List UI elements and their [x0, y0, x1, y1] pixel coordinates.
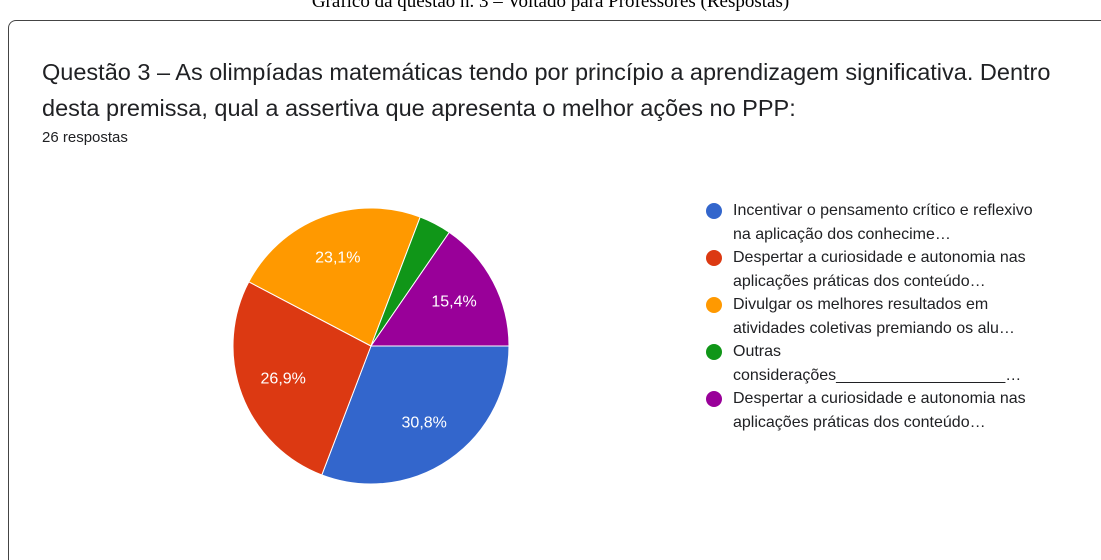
legend-label: Despertar a curiosidade e autonomia nas …	[733, 249, 1026, 290]
legend-label: Divulgar os melhores resultados em ativi…	[733, 296, 1015, 337]
pie-slice	[370, 231, 510, 347]
response-count: 26 respostas	[42, 129, 128, 146]
pie-slice	[321, 345, 510, 485]
legend-item: Despertar a curiosidade e autonomia nas …	[706, 246, 1046, 294]
legend-item: Divulgar os melhores resultados em ativi…	[706, 293, 1046, 341]
legend-label: Incentivar o pensamento crítico e reflex…	[733, 202, 1033, 243]
pie-slice	[232, 281, 372, 476]
slice-label: 15,4%	[431, 294, 476, 311]
legend: Incentivar o pensamento crítico e reflex…	[706, 199, 1046, 434]
legend-label: Despertar a curiosidade e autonomia nas …	[733, 390, 1026, 431]
card	[8, 20, 1101, 560]
slice-label: 23,1%	[315, 249, 360, 266]
legend-item: Incentivar o pensamento crítico e reflex…	[706, 199, 1046, 247]
legend-swatch	[706, 250, 722, 266]
slice-label: 30,8%	[402, 414, 447, 431]
legend-label: Outras considerações___________________…	[733, 343, 1022, 384]
pie-slice	[248, 207, 421, 347]
legend-item: Outras considerações___________________…	[706, 340, 1046, 388]
legend-swatch	[706, 297, 722, 313]
legend-item: Despertar a curiosidade e autonomia nas …	[706, 387, 1046, 435]
legend-swatch	[706, 203, 722, 219]
chart-title: Questão 3 – As olimpíadas matemáticas te…	[42, 59, 1051, 121]
legend-swatch	[706, 344, 722, 360]
slice-label: 26,9%	[261, 370, 306, 387]
chart: 30,8% 26,9% 23,1% 15,4%	[232, 207, 510, 485]
legend-swatch	[706, 391, 722, 407]
caption: Gráfico da questão n. 3 – Voltado para P…	[311, 0, 790, 12]
page: {"chart_data": { "type": "pie", "caption…	[8, 0, 1101, 560]
